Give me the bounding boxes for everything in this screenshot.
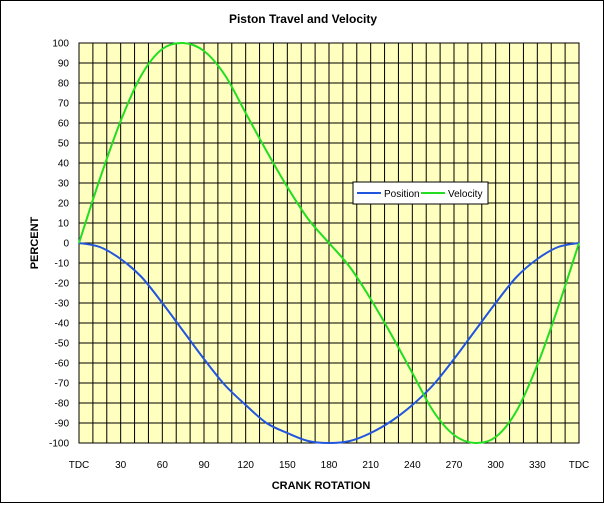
legend: Position Velocity <box>352 181 489 205</box>
x-tick-label: 210 <box>362 460 379 471</box>
y-tick-label: -100 <box>49 439 69 450</box>
y-tick-label: 30 <box>58 179 70 190</box>
y-tick-label: 60 <box>58 119 70 130</box>
y-tick-label: -90 <box>55 419 70 430</box>
y-tick-label: 40 <box>58 159 70 170</box>
y-tick-label: -30 <box>55 299 70 310</box>
y-tick-label: -40 <box>55 319 70 330</box>
y-tick-label: -20 <box>55 279 70 290</box>
y-tick-label: -80 <box>55 399 70 410</box>
x-tick-labels: TDC 30 60 90 120 150 180 210 240 270 300 330 TDC <box>69 460 590 471</box>
x-tick-label: 150 <box>279 460 296 471</box>
x-tick-label: TDC <box>69 460 90 471</box>
y-tick-label: 100 <box>52 39 69 50</box>
y-tick-label: 80 <box>58 79 70 90</box>
series-line-position <box>78 242 580 445</box>
x-tick-label: 180 <box>321 460 338 471</box>
y-tick-label: 90 <box>58 59 70 70</box>
x-tick-label: 330 <box>529 460 546 471</box>
x-tick-label: 270 <box>446 460 463 471</box>
x-tick-label: 240 <box>404 460 421 471</box>
y-axis-label: PERCENT <box>29 216 41 269</box>
chart-title: Piston Travel and Velocity <box>229 12 377 26</box>
y-tick-labels: 1009080706050403020100-10-20-30-40-50-60… <box>49 39 69 450</box>
legend-position-label: Position <box>384 189 420 200</box>
x-tick-label: TDC <box>569 460 590 471</box>
x-axis-label: CRANK ROTATION <box>272 480 371 492</box>
y-tick-label: -50 <box>55 339 70 350</box>
legend-velocity-label: Velocity <box>448 189 482 200</box>
x-tick-label: 60 <box>157 460 169 471</box>
x-tick-label: 300 <box>487 460 504 471</box>
y-tick-label: -10 <box>55 259 70 270</box>
series-line-velocity <box>78 41 580 445</box>
x-tick-label: 90 <box>198 460 210 471</box>
y-tick-label: -70 <box>55 379 70 390</box>
y-tick-label: -60 <box>55 359 70 370</box>
x-tick-label: 30 <box>115 460 127 471</box>
y-tick-label: 70 <box>58 99 70 110</box>
legend-box <box>352 181 489 205</box>
y-tick-label: 0 <box>63 239 69 250</box>
x-tick-label: 120 <box>237 460 254 471</box>
y-tick-label: 20 <box>58 199 70 210</box>
series-lines <box>78 41 580 445</box>
y-tick-label: 50 <box>58 139 70 150</box>
y-tick-label: 10 <box>58 219 70 230</box>
